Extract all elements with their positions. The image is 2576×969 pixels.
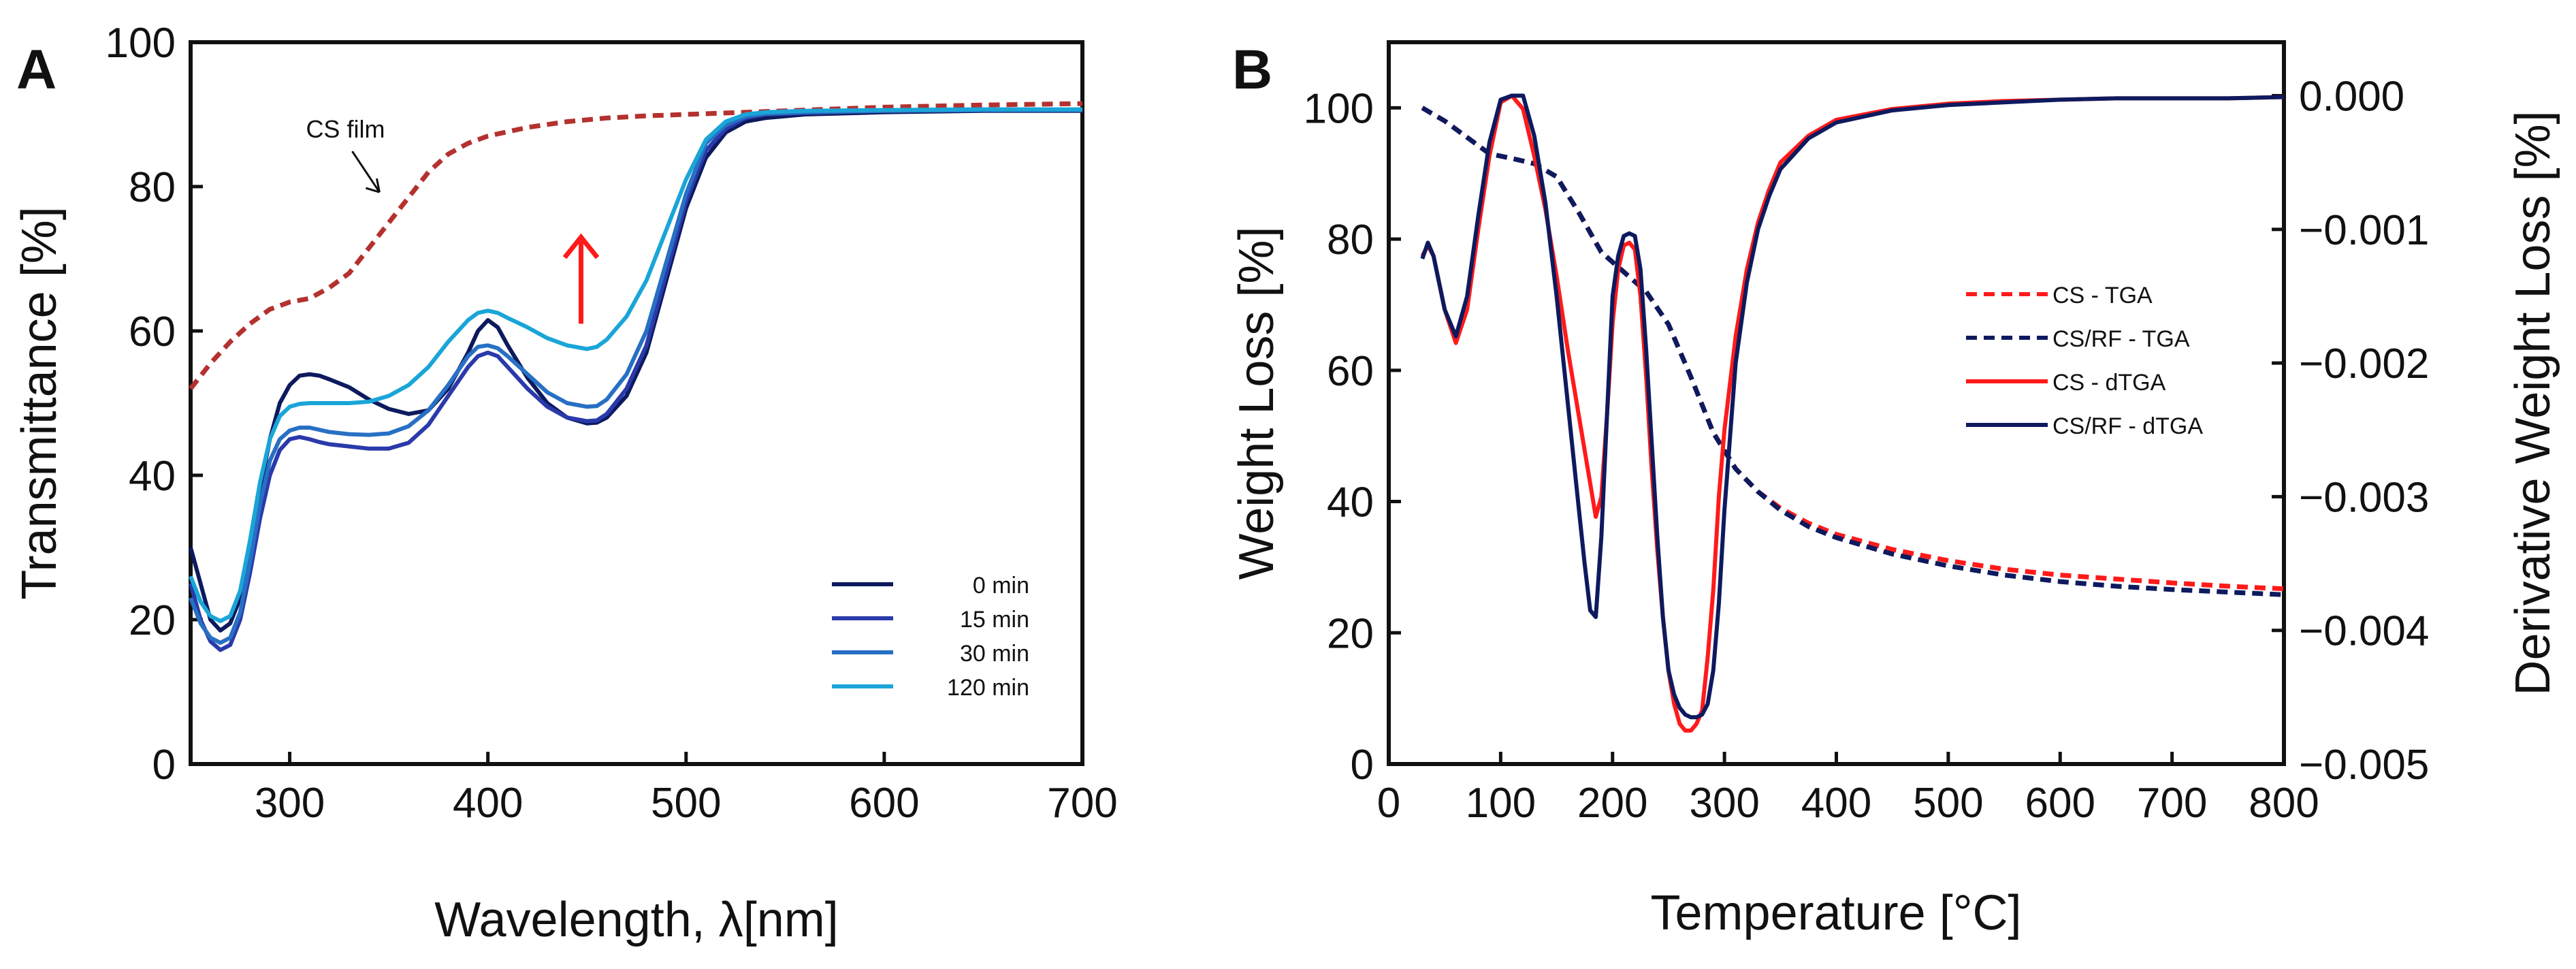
panel-a-annotation-pointer-head	[366, 178, 381, 193]
panel-a-y-tick-label: 80	[129, 164, 176, 211]
panel-b-x-tick-label: 800	[2249, 780, 2319, 827]
panel-a-series-line-0	[189, 101, 1083, 390]
panel-b-y-tick-label: 40	[1327, 479, 1374, 526]
panel-b-x-tick-label: 600	[2025, 780, 2095, 827]
panel-b-y-tick-label: 60	[1327, 348, 1374, 395]
panel-b-x-tick-label: 400	[1801, 780, 1871, 827]
panel-a-legend-label: 30 min	[960, 641, 1029, 667]
panel-a-y-tick-label: 100	[106, 20, 176, 67]
panel-a-annotations: CS film	[306, 115, 600, 324]
panel-b-x-tick-label: 500	[1913, 780, 1983, 827]
panel-b-y2-tick-label: −0.002	[2299, 340, 2429, 387]
panel-a-annotation-cs-film: CS film	[306, 115, 385, 143]
panel-a-annotation-pointer-line	[351, 150, 381, 193]
panel-a-plot-frame	[189, 40, 1084, 766]
panel-b-series-line-1	[1421, 106, 2285, 597]
panel-b-y2-tick-label: −0.005	[2299, 742, 2429, 789]
panel-a-ticks: 300 400 500 600 700 0 20 40 60 80 100	[106, 20, 1118, 827]
panel-b-y2-tick-label: −0.003	[2299, 474, 2429, 521]
panel-a-y-tick-label: 20	[129, 597, 176, 644]
panel-b-legend: CS - TGA CS/RF - TGA CS - dTGA CS/RF - dTGA	[1966, 283, 2203, 439]
panel-b-x-tick-label: 200	[1577, 780, 1647, 827]
panel-b-y2-tick-label: −0.004	[2299, 608, 2429, 655]
panel-b-y-tick-label: 100	[1304, 85, 1374, 132]
panel-b-ticks: 0 100 200 300 400 500 600 700 800 0 20 40 60 80 100 0.0…	[1304, 74, 2430, 827]
panel-b-x-tick-label: 100	[1466, 780, 1536, 827]
panel-b-y-axis-title: Weight Loss [%]	[1229, 227, 1284, 580]
panel-a-series	[189, 101, 1083, 652]
panel-a-y-tick-label: 60	[129, 308, 176, 355]
panel-b-y-tick-label: 80	[1327, 217, 1374, 264]
panel-b-y2-axis-title: Derivative Weight Loss [%]	[2506, 110, 2560, 695]
panel-b-legend-label: CS - dTGA	[2052, 370, 2166, 396]
panel-b-series-line-3	[1420, 93, 2285, 720]
panel-b-legend-label: CS/RF - dTGA	[2052, 413, 2203, 439]
panel-a-legend-label: 120 min	[947, 675, 1029, 701]
panel-a-y-tick-label: 0	[152, 742, 176, 789]
panel-a-x-tick-label: 700	[1047, 780, 1117, 827]
panel-a: A 300 400 500 600 700 0 20 40 60 80 100 CS film 0 …	[12, 20, 1118, 947]
panel-a-x-tick-label: 400	[453, 780, 523, 827]
panel-b-y2-tick-label: 0.000	[2299, 74, 2404, 121]
panel-b-x-tick-label: 0	[1377, 780, 1400, 827]
panel-a-legend-label: 0 min	[973, 573, 1029, 599]
panel-b-x-tick-label: 700	[2137, 780, 2207, 827]
panel-b-legend-label: CS/RF - TGA	[2052, 326, 2190, 352]
panel-a-y-axis-title: Transmittance [%]	[12, 206, 67, 600]
panel-a-series-line-3	[189, 108, 1082, 645]
panel-a-x-tick-label: 500	[651, 780, 721, 827]
panel-a-x-tick-label: 300	[255, 780, 325, 827]
panel-b-legend-label: CS - TGA	[2052, 283, 2153, 308]
panel-a-y-tick-label: 40	[129, 453, 176, 500]
panel-a-letter: A	[16, 39, 57, 101]
panel-b-series	[1420, 93, 2285, 733]
panel-a-legend-label: 15 min	[960, 607, 1029, 633]
panel-a-legend: 0 min 15 min 30 min 120 min	[832, 573, 1029, 701]
panel-b-y-tick-label: 20	[1327, 610, 1374, 657]
panel-b-x-axis-title: Temperature [°C]	[1651, 886, 2022, 940]
panel-b-y2-tick-label: −0.001	[2299, 207, 2429, 254]
panel-a-x-axis-title: Wavelength, λ[nm]	[434, 893, 839, 947]
panel-b-y-tick-label: 0	[1351, 742, 1374, 789]
panel-b-letter: B	[1232, 39, 1272, 101]
panel-a-x-tick-label: 600	[849, 780, 919, 827]
panel-b-x-tick-label: 300	[1689, 780, 1759, 827]
panel-a-series-line-2	[189, 108, 1082, 652]
panel-a-series-line-4	[189, 107, 1082, 624]
panel-b-plot-frame	[1387, 40, 2286, 766]
panel-a-up-arrow-head	[562, 233, 600, 259]
